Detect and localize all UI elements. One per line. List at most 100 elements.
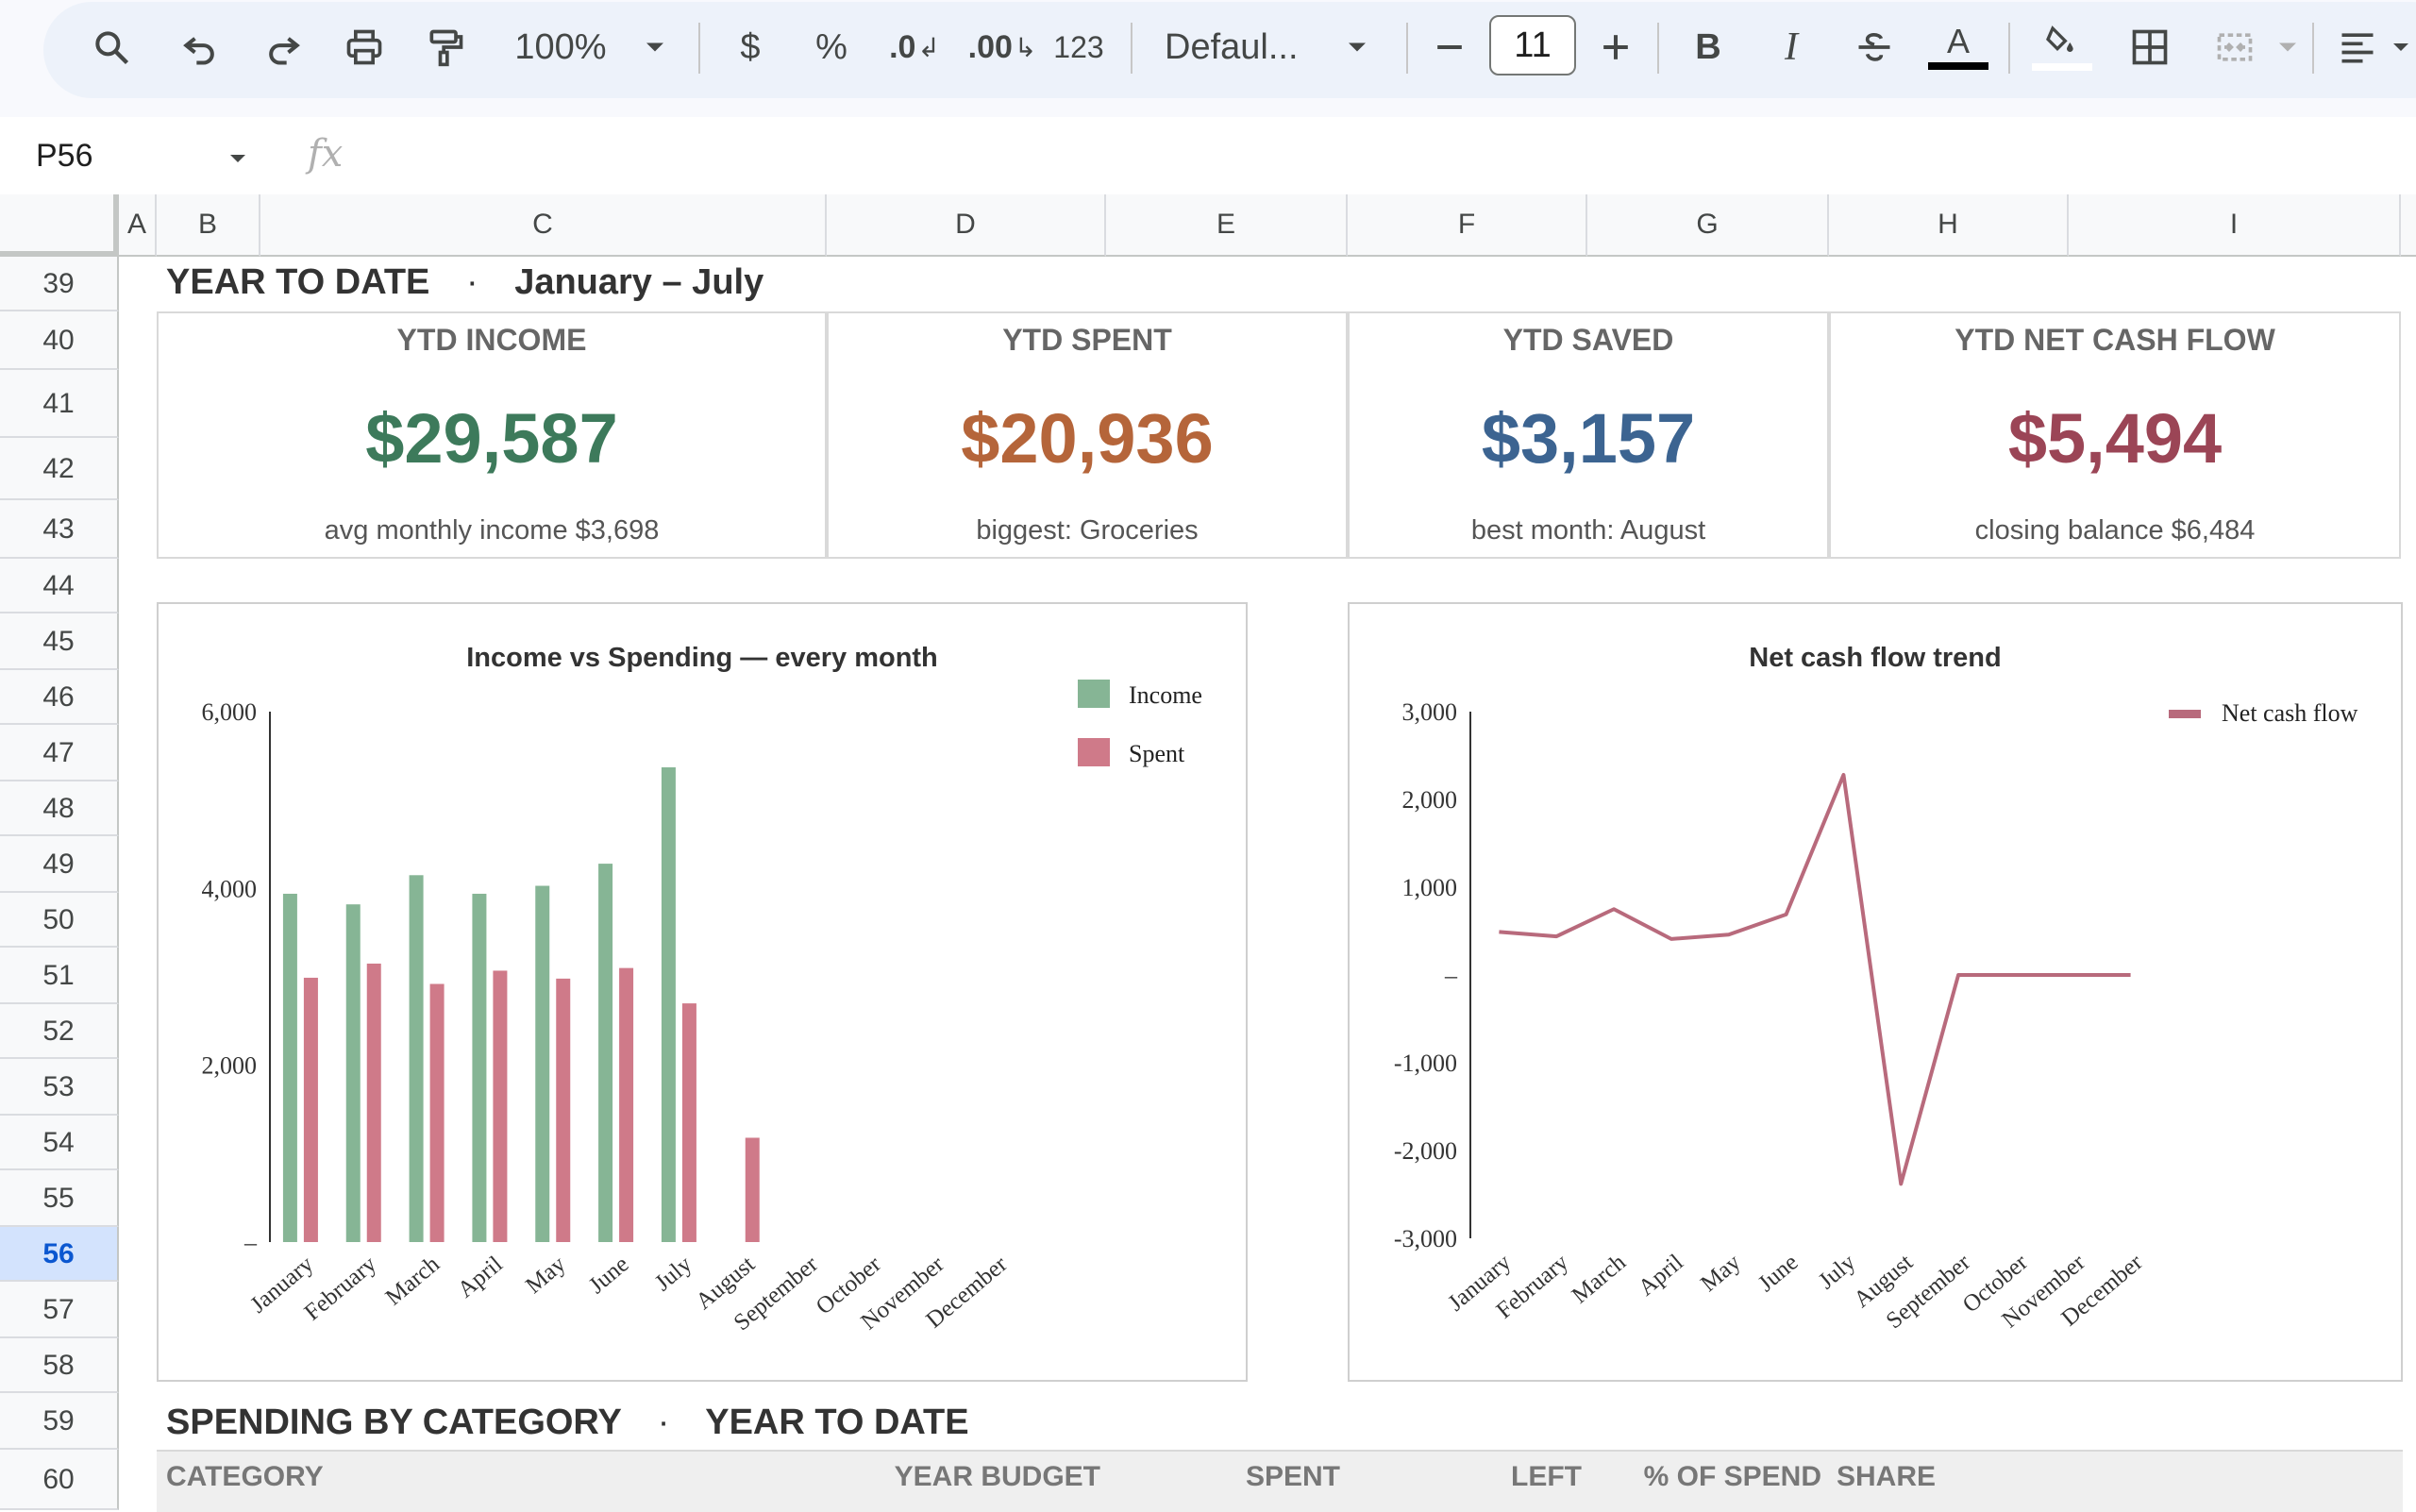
row-header-48[interactable]: 48: [0, 781, 119, 836]
increase-decimal-button[interactable]: .00 ↳: [965, 17, 1040, 77]
row-header-47[interactable]: 47: [0, 725, 119, 781]
zoom-select[interactable]: 100%: [504, 17, 617, 77]
increase-decimal-label: .00: [967, 28, 1013, 65]
font-select[interactable]: Defaul...: [1165, 17, 1316, 77]
x-tick-label: March: [381, 1252, 445, 1311]
card-ytd-income: YTD INCOME $29,587 avg monthly income $3…: [157, 311, 827, 559]
toolbar-divider: [2312, 23, 2314, 74]
font-size-input[interactable]: 11: [1489, 15, 1576, 76]
row-header-57[interactable]: 57: [0, 1282, 119, 1338]
formula-input[interactable]: [368, 132, 2397, 179]
column-header-b[interactable]: B: [157, 194, 260, 257]
row-header-51[interactable]: 51: [0, 948, 119, 1004]
row-header-45[interactable]: 45: [0, 613, 119, 670]
y-tick-label: 2,000: [1402, 786, 1458, 814]
text-color-button[interactable]: A: [1925, 17, 1991, 77]
y-tick-label: 6,000: [202, 698, 258, 726]
card-label: YTD SAVED: [1502, 323, 1674, 357]
search-menus-icon[interactable]: [87, 17, 136, 77]
more-formats-button[interactable]: 123: [1049, 17, 1108, 77]
paint-format-icon[interactable]: [421, 17, 470, 77]
row-header-39[interactable]: 39: [0, 257, 119, 311]
row-header-59[interactable]: 59: [0, 1393, 119, 1450]
name-box-dropdown-icon[interactable]: [223, 143, 253, 178]
bar-spent-june: [619, 967, 634, 1242]
ytd-title: YEAR TO DATE · January – July: [166, 262, 763, 303]
decrease-decimal-button[interactable]: .0 ↲: [881, 17, 948, 77]
fill-color-icon[interactable]: [2029, 17, 2095, 77]
align-dropdown-icon[interactable]: [2386, 17, 2416, 77]
row-header-56[interactable]: 56: [0, 1227, 119, 1282]
row-header-43[interactable]: 43: [0, 500, 119, 559]
column-header-i[interactable]: I: [2069, 194, 2401, 257]
legend-label-net-cash-flow: Net cash flow: [2222, 699, 2358, 727]
row-header-42[interactable]: 42: [0, 438, 119, 500]
card-label: YTD NET CASH FLOW: [1955, 323, 2275, 357]
name-box[interactable]: P56: [36, 138, 93, 174]
toolbar: [0, 0, 2416, 117]
row-header-49[interactable]: 49: [0, 836, 119, 893]
column-header-a[interactable]: A: [119, 194, 157, 257]
bar-income-may: [535, 885, 550, 1242]
row-header-52[interactable]: 52: [0, 1004, 119, 1059]
column-header-d[interactable]: D: [827, 194, 1106, 257]
row-header-60[interactable]: 60: [0, 1450, 119, 1510]
bar-spent-may: [556, 978, 571, 1242]
increase-font-size-icon[interactable]: [1591, 17, 1640, 77]
toolbar-divider: [1657, 23, 1659, 74]
italic-button[interactable]: I: [1765, 17, 1818, 77]
y-tick-label: -3,000: [1394, 1225, 1457, 1252]
y-tick-label: -1,000: [1394, 1050, 1457, 1077]
toolbar-pill: [43, 2, 2416, 98]
bar-spent-july: [681, 1003, 696, 1242]
spending-header-row: [157, 1450, 2403, 1512]
currency-label: $: [740, 26, 761, 67]
y-tick-label: -2,000: [1394, 1137, 1457, 1165]
row-header-41[interactable]: 41: [0, 370, 119, 438]
column-header-g[interactable]: G: [1587, 194, 1829, 257]
column-header-j[interactable]: [2401, 194, 2416, 257]
strikethrough-icon[interactable]: [1848, 17, 1901, 77]
bold-label: B: [1695, 26, 1721, 67]
percent-format-button[interactable]: %: [808, 17, 855, 77]
zoom-value: 100%: [514, 26, 607, 67]
borders-icon[interactable]: [2123, 17, 2176, 77]
undo-icon[interactable]: [176, 17, 225, 77]
row-header-46[interactable]: 46: [0, 670, 119, 725]
bold-button[interactable]: B: [1682, 17, 1735, 77]
toolbar-divider: [1406, 23, 1408, 74]
arrow-right-icon: ↳: [1014, 32, 1037, 62]
zoom-dropdown-icon[interactable]: [638, 17, 672, 77]
align-left-icon[interactable]: [2331, 17, 2384, 77]
column-header-c[interactable]: C: [260, 194, 827, 257]
column-header-e[interactable]: E: [1106, 194, 1348, 257]
y-tick-label: 3,000: [1402, 698, 1458, 726]
decrease-font-size-icon[interactable]: [1425, 17, 1474, 77]
print-icon[interactable]: [340, 17, 389, 77]
font-dropdown-icon[interactable]: [1340, 17, 1374, 77]
row-header-53[interactable]: 53: [0, 1059, 119, 1116]
bar-spent-january: [303, 977, 318, 1242]
legend-label-income: Income: [1129, 681, 1202, 709]
row-header-44[interactable]: 44: [0, 559, 119, 613]
card-ytd-spent: YTD SPENT $20,936 biggest: Groceries: [827, 311, 1348, 559]
y-tick-label: 4,000: [202, 875, 258, 902]
x-tick-label: June: [584, 1252, 633, 1299]
chart-title: Income vs Spending — every month: [466, 643, 938, 673]
row-header-54[interactable]: 54: [0, 1116, 119, 1170]
column-header-h[interactable]: H: [1829, 194, 2069, 257]
row-header-55[interactable]: 55: [0, 1170, 119, 1227]
select-all-corner[interactable]: [0, 194, 119, 257]
redo-icon[interactable]: [259, 17, 308, 77]
currency-format-button[interactable]: $: [727, 17, 774, 77]
header-category: CATEGORY: [166, 1461, 324, 1492]
net-cash-flow-chart[interactable]: Net cash flow trend -3,000 -2,000 -1,000 – 1,…: [1348, 602, 2403, 1382]
row-header-40[interactable]: 40: [0, 311, 119, 370]
spending-title-text: SPENDING BY CATEGORY: [166, 1403, 622, 1442]
column-header-f[interactable]: F: [1348, 194, 1587, 257]
row-header-58[interactable]: 58: [0, 1338, 119, 1393]
income-vs-spending-chart[interactable]: Income vs Spending — every month – 2,000 4,…: [157, 602, 1248, 1382]
merge-cells-icon[interactable]: [2206, 17, 2263, 77]
row-header-50[interactable]: 50: [0, 893, 119, 948]
merge-dropdown-icon[interactable]: [2271, 17, 2305, 77]
